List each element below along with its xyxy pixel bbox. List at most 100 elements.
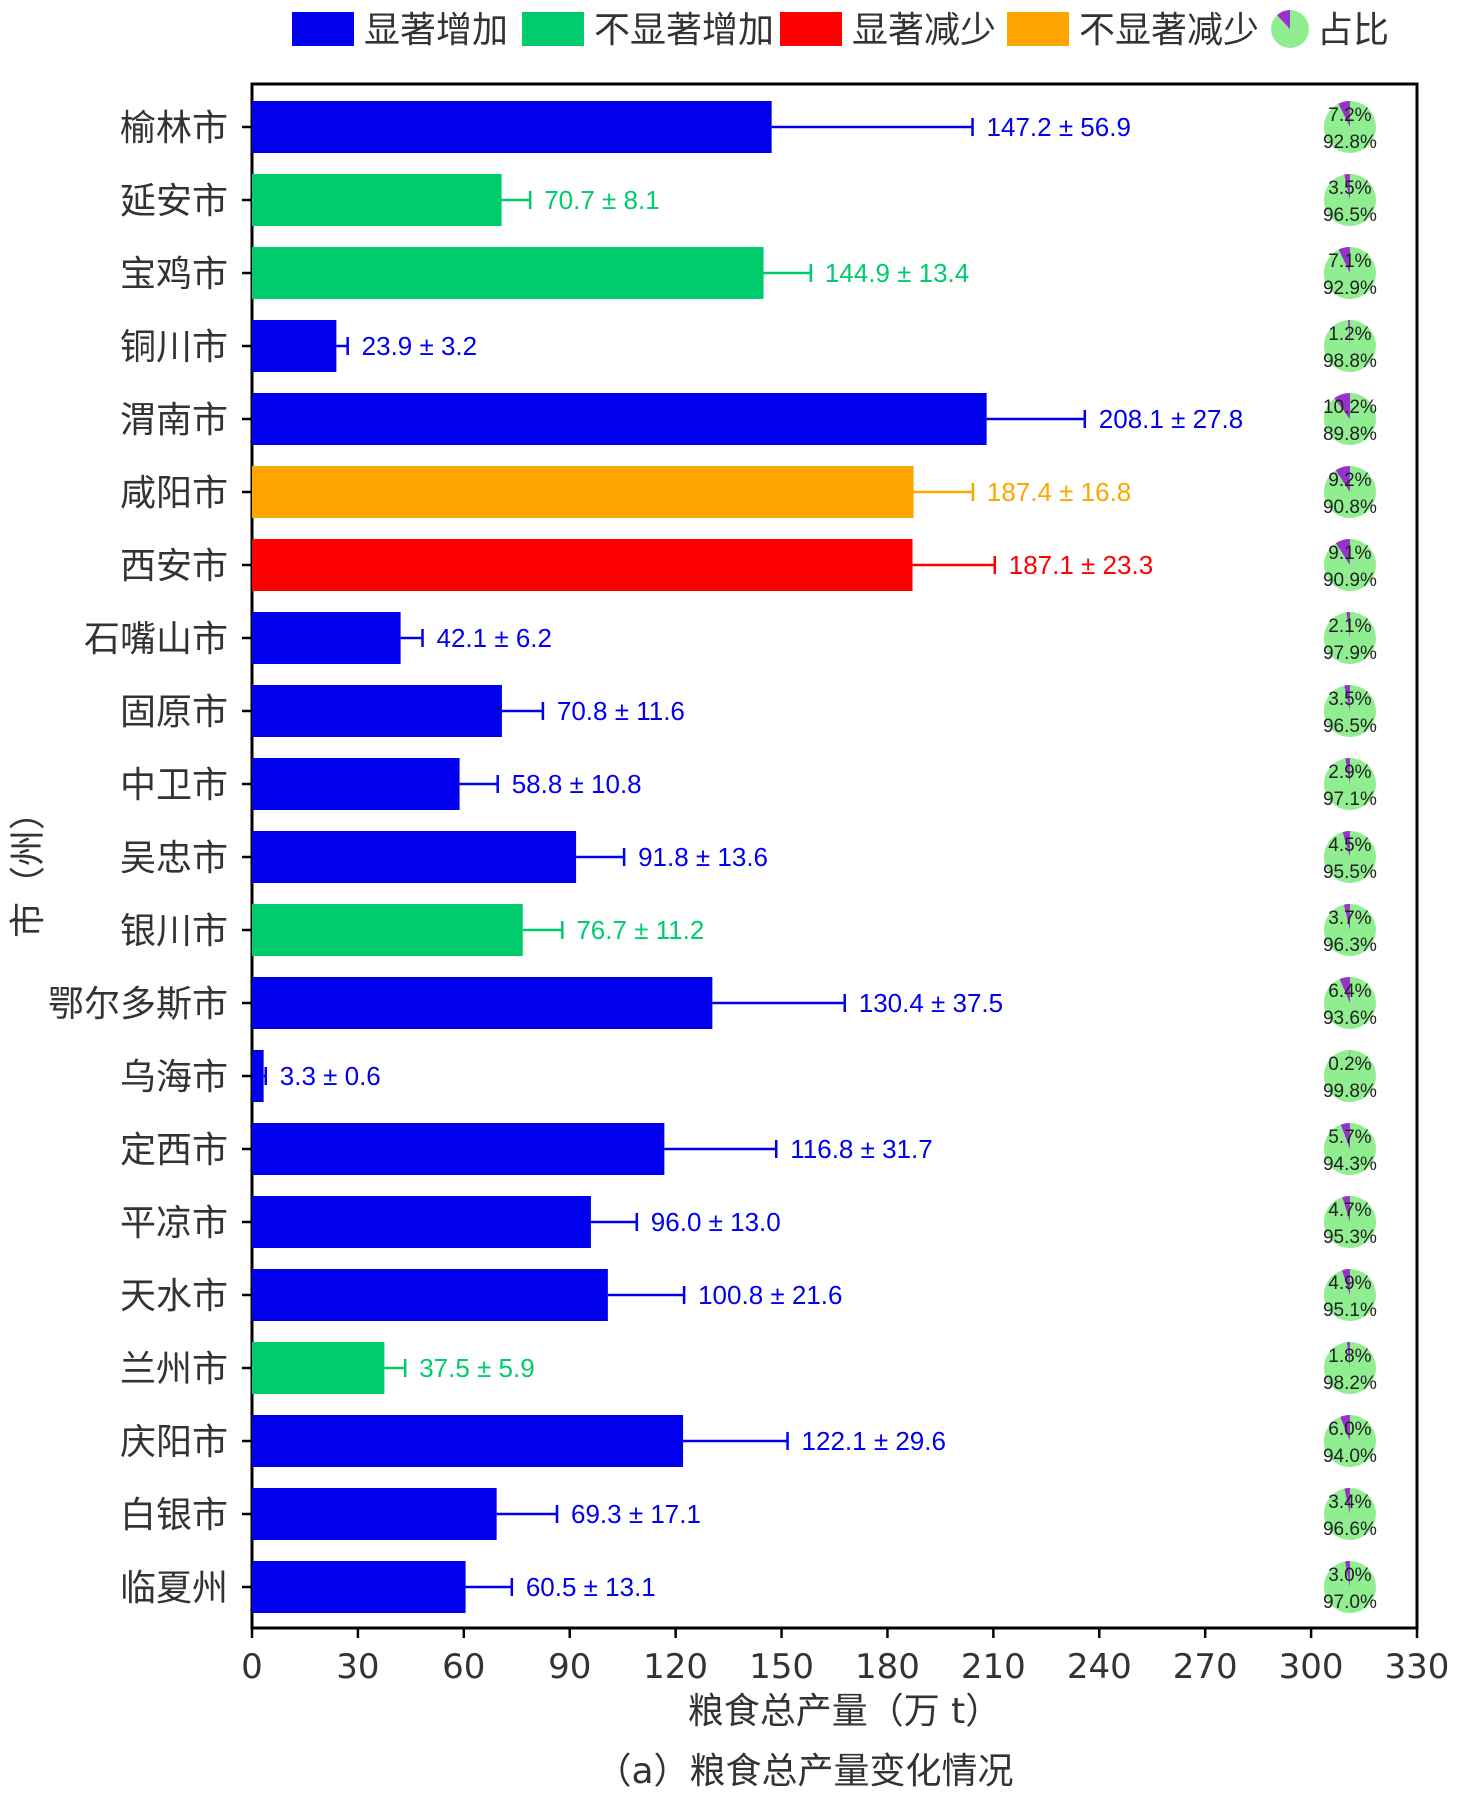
pie-share-21 bbox=[1345, 1561, 1350, 1587]
pie-share-9 bbox=[1344, 685, 1350, 711]
legend-swatch-sig_inc bbox=[292, 12, 354, 46]
pie-share-label-18: 1.8% bbox=[1328, 1346, 1371, 1367]
pie-rest-label-16: 95.3% bbox=[1323, 1227, 1377, 1248]
pie-rest-label-5: 89.8% bbox=[1323, 424, 1377, 445]
pie-share-label-15: 5.7% bbox=[1328, 1127, 1371, 1148]
category-label-17: 天水市 bbox=[120, 1276, 228, 1317]
bar-3 bbox=[252, 247, 764, 299]
value-label-11: 91.8 ± 13.6 bbox=[638, 842, 768, 872]
pie-share-label-13: 6.4% bbox=[1328, 981, 1371, 1002]
legend-swatch-nonsig_inc bbox=[522, 12, 584, 46]
bar-2 bbox=[252, 174, 502, 226]
bar-17 bbox=[252, 1269, 608, 1321]
bar-15 bbox=[252, 1123, 665, 1175]
pie-share-6 bbox=[1335, 466, 1350, 492]
value-label-20: 69.3 ± 17.1 bbox=[571, 1499, 701, 1529]
pie-share-label-17: 4.9% bbox=[1328, 1273, 1371, 1294]
pie-share-label-3: 7.1% bbox=[1328, 251, 1371, 272]
pie-share-13 bbox=[1339, 977, 1350, 1003]
bar-19 bbox=[252, 1415, 684, 1467]
bar-21 bbox=[252, 1561, 466, 1613]
pie-share-label-9: 3.5% bbox=[1328, 689, 1371, 710]
category-label-21: 临夏州 bbox=[120, 1568, 228, 1609]
x-tick-label-2: 30 bbox=[336, 1647, 379, 1687]
legend-label-sig_inc: 显著增加 bbox=[364, 10, 508, 51]
pie-share-15 bbox=[1340, 1123, 1350, 1149]
pie-rest-label-6: 90.8% bbox=[1323, 497, 1377, 518]
pie-share-16 bbox=[1342, 1196, 1350, 1222]
legend-swatch-nonsig_dec bbox=[1007, 12, 1069, 46]
value-label-4: 23.9 ± 3.2 bbox=[362, 331, 477, 361]
pie-share-label-8: 2.1% bbox=[1328, 616, 1371, 637]
pie-rest-label-17: 95.1% bbox=[1323, 1300, 1377, 1321]
legend-swatch-sig_dec bbox=[780, 12, 842, 46]
value-labels: 147.2 ± 56.9 70.7 ± 8.1 144.9 ± 13.4 23.9 ±… bbox=[280, 112, 1243, 1602]
x-tick-label-1: 0 bbox=[241, 1647, 263, 1687]
pie-rest-label-8: 97.9% bbox=[1323, 643, 1377, 664]
bar-1 bbox=[252, 101, 772, 153]
x-tick-label-12: 330 bbox=[1385, 1647, 1450, 1687]
value-label-9: 70.8 ± 11.6 bbox=[557, 696, 685, 726]
bar-13 bbox=[252, 977, 713, 1029]
x-tick-label-5: 120 bbox=[643, 1647, 708, 1687]
pie-rest-label-10: 97.1% bbox=[1323, 789, 1377, 810]
x-tick-label-7: 180 bbox=[855, 1647, 920, 1687]
pie-share-label-4: 1.2% bbox=[1328, 324, 1371, 345]
category-label-16: 平凉市 bbox=[120, 1203, 228, 1244]
legend-label-nonsig_dec: 不显著减少 bbox=[1079, 10, 1259, 51]
x-tick-label-3: 60 bbox=[442, 1647, 485, 1687]
x-tick-label-10: 270 bbox=[1173, 1647, 1238, 1687]
bar-6 bbox=[252, 466, 914, 518]
value-label-15: 116.8 ± 31.7 bbox=[790, 1134, 932, 1164]
pie-rest-label-18: 98.2% bbox=[1323, 1373, 1377, 1394]
x-axis-ticks: 0 30 60 90 120 150 180 210 240 270 300 330 bbox=[241, 1628, 1449, 1687]
pie-share-20 bbox=[1344, 1488, 1350, 1514]
pie-share-18 bbox=[1346, 1342, 1350, 1368]
value-label-2: 70.7 ± 8.1 bbox=[544, 185, 659, 215]
pie-share-label-12: 3.7% bbox=[1328, 908, 1371, 929]
pie-share-4 bbox=[1347, 320, 1350, 346]
pie-share-3 bbox=[1338, 247, 1350, 273]
category-label-3: 宝鸡市 bbox=[120, 254, 228, 295]
bars bbox=[252, 101, 987, 1613]
bar-4 bbox=[252, 320, 337, 372]
value-label-5: 208.1 ± 27.8 bbox=[1099, 404, 1243, 434]
value-label-21: 60.5 ± 13.1 bbox=[526, 1572, 656, 1602]
pie-share-label-2: 3.5% bbox=[1328, 178, 1371, 199]
pie-rest-label-19: 94.0% bbox=[1323, 1446, 1377, 1467]
pie-share-label-20: 3.4% bbox=[1328, 1492, 1371, 1513]
category-label-11: 吴忠市 bbox=[120, 838, 228, 879]
pie-rest-label-1: 92.8% bbox=[1323, 132, 1377, 153]
pie-share-19 bbox=[1340, 1415, 1350, 1441]
category-label-20: 白银市 bbox=[120, 1495, 228, 1536]
x-tick-label-11: 300 bbox=[1279, 1647, 1344, 1687]
value-label-1: 147.2 ± 56.9 bbox=[987, 112, 1131, 142]
y-axis-categories: 榆林市延安市宝鸡市铜川市渭南市咸阳市西安市石嘴山市固原市中卫市吴忠市银川市鄂尔多… bbox=[48, 108, 252, 1609]
pie-rest-label-21: 97.0% bbox=[1323, 1592, 1377, 1613]
pie-share-label-6: 9.2% bbox=[1328, 470, 1371, 491]
value-label-16: 96.0 ± 13.0 bbox=[651, 1207, 781, 1237]
category-label-12: 银川市 bbox=[120, 911, 228, 952]
category-label-4: 铜川市 bbox=[120, 327, 228, 368]
pie-share-label-5: 10.2% bbox=[1323, 397, 1377, 418]
pie-rest-label-2: 96.5% bbox=[1323, 205, 1377, 226]
pie-rest-label-9: 96.5% bbox=[1323, 716, 1377, 737]
pie-share-label-10: 2.9% bbox=[1328, 762, 1371, 783]
pie-rest-label-4: 98.8% bbox=[1323, 351, 1377, 372]
value-label-14: 3.3 ± 0.6 bbox=[280, 1061, 381, 1091]
category-label-6: 咸阳市 bbox=[120, 473, 228, 514]
category-label-7: 西安市 bbox=[120, 546, 228, 587]
category-label-1: 榆林市 bbox=[120, 108, 228, 149]
category-label-9: 固原市 bbox=[120, 692, 228, 733]
category-label-18: 兰州市 bbox=[120, 1349, 228, 1390]
value-label-17: 100.8 ± 21.6 bbox=[698, 1280, 842, 1310]
x-tick-label-6: 150 bbox=[749, 1647, 814, 1687]
legend-label-nonsig_inc: 不显著增加 bbox=[594, 10, 774, 51]
pie-share-5 bbox=[1334, 393, 1350, 419]
x-tick-label-4: 90 bbox=[548, 1647, 591, 1687]
pie-share-label-16: 4.7% bbox=[1328, 1200, 1371, 1221]
bar-14 bbox=[252, 1050, 264, 1102]
pie-share-8 bbox=[1346, 612, 1350, 638]
pie-rest-label-3: 92.9% bbox=[1323, 278, 1377, 299]
